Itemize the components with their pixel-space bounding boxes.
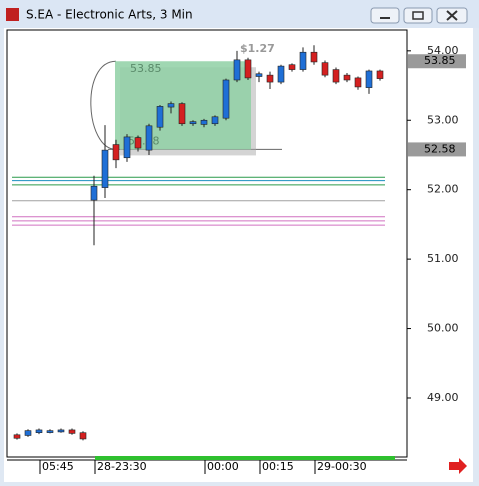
close-icon [446, 10, 458, 21]
candle-body [233, 59, 241, 81]
candle-body [310, 51, 318, 63]
y-tick-label: 49.00 [427, 391, 459, 404]
candle-body [200, 119, 208, 125]
window-title: S.EA - Electronic Arts, 3 Min [26, 8, 193, 22]
candle-body [266, 74, 274, 83]
maximize-button[interactable] [403, 7, 433, 24]
candle-body [365, 70, 373, 88]
measure-curve [90, 60, 117, 150]
measure-low-label: 52.58 [128, 134, 160, 147]
candle-body [255, 73, 263, 77]
y-tick-label: 52.00 [427, 183, 459, 196]
minimize-button[interactable] [370, 7, 400, 24]
candle-body [178, 103, 186, 125]
x-tick-label: 28-23:30 [97, 460, 147, 473]
candle-body [57, 429, 65, 433]
price-marker-label: 53.85 [424, 54, 456, 67]
scroll-range[interactable] [95, 456, 395, 460]
y-tick-label: 54.00 [427, 44, 459, 57]
candle-body [156, 106, 164, 128]
measure-change: $1.27 [240, 42, 275, 55]
x-tick-label: 00:15 [262, 460, 294, 473]
candle-body [90, 185, 98, 201]
candle-body [79, 432, 87, 440]
x-tick-label: 00:00 [207, 460, 239, 473]
candle-body [244, 59, 252, 79]
candle-body [222, 79, 230, 119]
x-tick-label: 29-00:30 [317, 460, 367, 473]
candle-body [321, 62, 329, 76]
candle-body [332, 69, 340, 83]
scroll-arrow[interactable] [449, 458, 467, 474]
candle-body [134, 137, 142, 149]
y-tick-label: 51.00 [427, 252, 459, 265]
candle-body [101, 149, 109, 188]
measure-high-label: 53.85 [130, 62, 162, 75]
candle-body [35, 429, 43, 433]
app-icon [6, 8, 19, 21]
candle-body [299, 51, 307, 70]
price-marker [408, 54, 466, 69]
candle-body [123, 136, 131, 159]
x-tick-label: 05:45 [42, 460, 74, 473]
candle-body [13, 434, 21, 439]
candle-body [354, 77, 362, 88]
candle-body [288, 64, 296, 70]
y-tick-label: 50.00 [427, 322, 459, 335]
maximize-icon [412, 11, 424, 20]
candle-body [112, 144, 120, 161]
candle-body [211, 116, 219, 125]
candle-body [68, 429, 76, 434]
candle-body [145, 125, 153, 151]
candle-body [167, 103, 175, 108]
candle-body [46, 430, 54, 433]
candle-body [343, 74, 351, 81]
y-tick-label: 53.00 [427, 113, 459, 126]
price-marker [408, 142, 466, 157]
candle-body [189, 121, 197, 125]
candle-body [24, 430, 32, 436]
candle-body [376, 70, 384, 79]
candle-body [277, 65, 285, 83]
price-marker-label: 52.58 [424, 142, 456, 155]
